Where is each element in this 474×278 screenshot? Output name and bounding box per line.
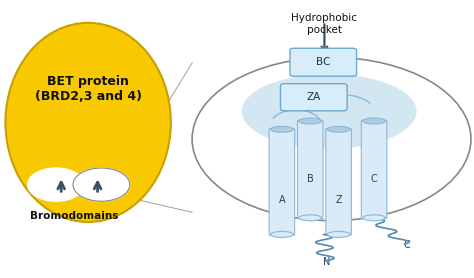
Text: Bromodomains: Bromodomains: [30, 212, 118, 222]
Text: A: A: [279, 195, 285, 205]
Ellipse shape: [327, 232, 350, 237]
FancyBboxPatch shape: [281, 84, 347, 111]
Text: C: C: [404, 240, 410, 250]
FancyBboxPatch shape: [326, 128, 351, 235]
Text: Hydrophobic
pocket: Hydrophobic pocket: [292, 13, 357, 35]
Ellipse shape: [242, 74, 417, 149]
FancyBboxPatch shape: [361, 120, 387, 219]
Circle shape: [73, 168, 130, 201]
Text: C: C: [371, 174, 377, 184]
Ellipse shape: [299, 118, 321, 124]
Ellipse shape: [363, 118, 385, 124]
Text: Z: Z: [335, 195, 342, 205]
Text: B: B: [307, 174, 314, 184]
FancyBboxPatch shape: [290, 48, 356, 76]
Ellipse shape: [271, 126, 293, 132]
Text: BC: BC: [316, 57, 331, 67]
Ellipse shape: [299, 215, 321, 221]
FancyBboxPatch shape: [298, 120, 323, 219]
Ellipse shape: [5, 23, 171, 222]
Ellipse shape: [271, 232, 293, 237]
Text: ZA: ZA: [307, 92, 321, 102]
Ellipse shape: [327, 126, 350, 132]
Ellipse shape: [363, 215, 385, 221]
Circle shape: [27, 168, 84, 201]
Text: BET protein
(BRD2,3 and 4): BET protein (BRD2,3 and 4): [35, 75, 142, 103]
FancyBboxPatch shape: [269, 128, 295, 235]
Circle shape: [192, 57, 471, 221]
Text: N: N: [323, 257, 330, 267]
